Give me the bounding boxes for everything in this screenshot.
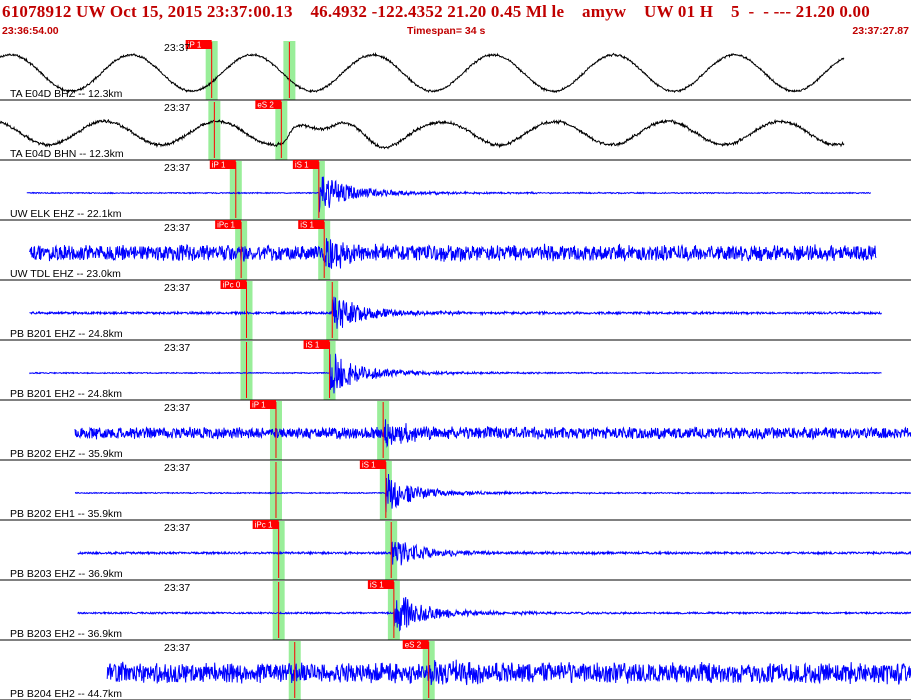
waveform	[29, 353, 882, 394]
trace-time-label: 23:37	[164, 522, 190, 534]
trace-panel[interactable]: iPc 0 23:37 PB B201 EHZ -- 24.8km	[0, 280, 911, 341]
end-time: 23:37:27.87	[852, 25, 909, 37]
trace-panel[interactable]: iS 1 23:37 PB B201 EH2 -- 24.8km	[0, 340, 911, 401]
pick-label: iS 1	[295, 161, 309, 170]
pick-label: iS 1	[362, 461, 376, 470]
pick-flag[interactable]	[255, 100, 282, 109]
pick-flag[interactable]	[298, 220, 325, 229]
trace-panel[interactable]: iP 1 23:37 PB B202 EHZ -- 35.9km	[0, 400, 911, 461]
pick-label: iP 1	[188, 41, 202, 50]
event-title: 61078912 UW Oct 15, 2015 23:37:00.13 46.…	[2, 2, 870, 21]
trace-time-label: 23:37	[164, 582, 190, 594]
trace-station-label: PB B201 EHZ -- 24.8km	[10, 328, 123, 340]
trace-panel[interactable]: iPc 1 23:37 PB B203 EHZ -- 36.9km	[0, 520, 911, 581]
pick-label: iP 1	[212, 161, 226, 170]
pick-flag[interactable]	[249, 400, 276, 409]
trace-station-label: PB B203 EHZ -- 36.9km	[10, 568, 123, 580]
trace-time-label: 23:37	[164, 342, 190, 354]
pick-flag[interactable]	[402, 640, 429, 649]
pick-flag[interactable]	[359, 460, 386, 469]
trace-time-label: 23:37	[164, 162, 190, 174]
trace-time-label: 23:37	[164, 282, 190, 294]
header: 61078912 UW Oct 15, 2015 23:37:00.13 46.…	[0, 0, 911, 40]
waveform	[26, 176, 872, 213]
trace-panel[interactable]: iP 123:37 TA E04D BHZ -- 12.3km	[0, 40, 911, 101]
pick-flag[interactable]	[220, 280, 247, 289]
trace-panel[interactable]: iP 1 iS 1 23:37 UW ELK EHZ -- 22.1km	[0, 160, 911, 221]
waveform	[29, 238, 877, 269]
timespan: Timespan= 34 s	[407, 25, 486, 37]
trace-panel[interactable]: iS 1 23:37 PB B202 EH1 -- 35.9km	[0, 460, 911, 521]
waveform	[106, 659, 911, 686]
trace-time-label: 23:37	[164, 102, 190, 114]
start-time: 23:36:54.00	[2, 25, 59, 37]
trace-station-label: TA E04D BHN -- 12.3km	[10, 148, 124, 160]
trace-panel[interactable]: eS 2 23:37 TA E04D BHN -- 12.3km	[0, 100, 911, 161]
trace-station-label: TA E04D BHZ -- 12.3km	[10, 88, 123, 100]
trace-station-label: PB B201 EH2 -- 24.8km	[10, 388, 122, 400]
waveform	[74, 473, 911, 513]
trace-time-label: 23:37	[164, 642, 190, 654]
waveform	[74, 419, 911, 448]
waveform	[29, 296, 882, 329]
pick-label: eS 2	[405, 641, 422, 650]
trace-station-label: PB B203 EH2 -- 36.9km	[10, 628, 122, 640]
pick-label: eS 2	[257, 101, 274, 110]
trace-station-label: PB B202 EH1 -- 35.9km	[10, 508, 122, 520]
trace-panel[interactable]: iPc 1 iS 1 23:37 UW TDL EHZ -- 23.0km	[0, 220, 911, 281]
trace-time-label: 23:37	[164, 462, 190, 474]
pick-label: iS 1	[370, 581, 384, 590]
trace-station-label: PB B204 EH2 -- 44.7km	[10, 688, 122, 700]
pick-label: iP 1	[252, 401, 266, 410]
trace-time-label: 23:37	[164, 402, 190, 414]
pick-flag[interactable]	[367, 580, 394, 589]
pick-flag[interactable]	[292, 160, 319, 169]
pick-flag[interactable]	[215, 220, 242, 229]
trace-time-label: 23:37	[164, 222, 190, 234]
waveform	[77, 597, 911, 632]
pick-flag[interactable]	[209, 160, 236, 169]
pick-label: iPc 1	[255, 521, 273, 530]
pick-flag[interactable]	[252, 520, 279, 529]
waveform	[77, 541, 911, 566]
trace-panel[interactable]: eS 2 23:37 PB B204 EH2 -- 44.7km	[0, 640, 911, 700]
waveform	[0, 51, 845, 94]
pick-label: iPc 1	[217, 221, 235, 230]
trace-station-label: UW TDL EHZ -- 23.0km	[10, 268, 121, 280]
pick-label: iS 1	[300, 221, 314, 230]
pick-label: iPc 0	[223, 281, 241, 290]
pick-flag[interactable]	[303, 340, 330, 349]
trace-panel[interactable]: iS 1 23:37 PB B203 EH2 -- 36.9km	[0, 580, 911, 641]
pick-label: iS 1	[306, 341, 320, 350]
trace-station-label: PB B202 EHZ -- 35.9km	[10, 448, 123, 460]
trace-time-label: 23:37	[164, 42, 190, 54]
pick-flag[interactable]	[185, 40, 212, 49]
trace-station-label: UW ELK EHZ -- 22.1km	[10, 208, 122, 220]
waveform	[0, 118, 845, 150]
